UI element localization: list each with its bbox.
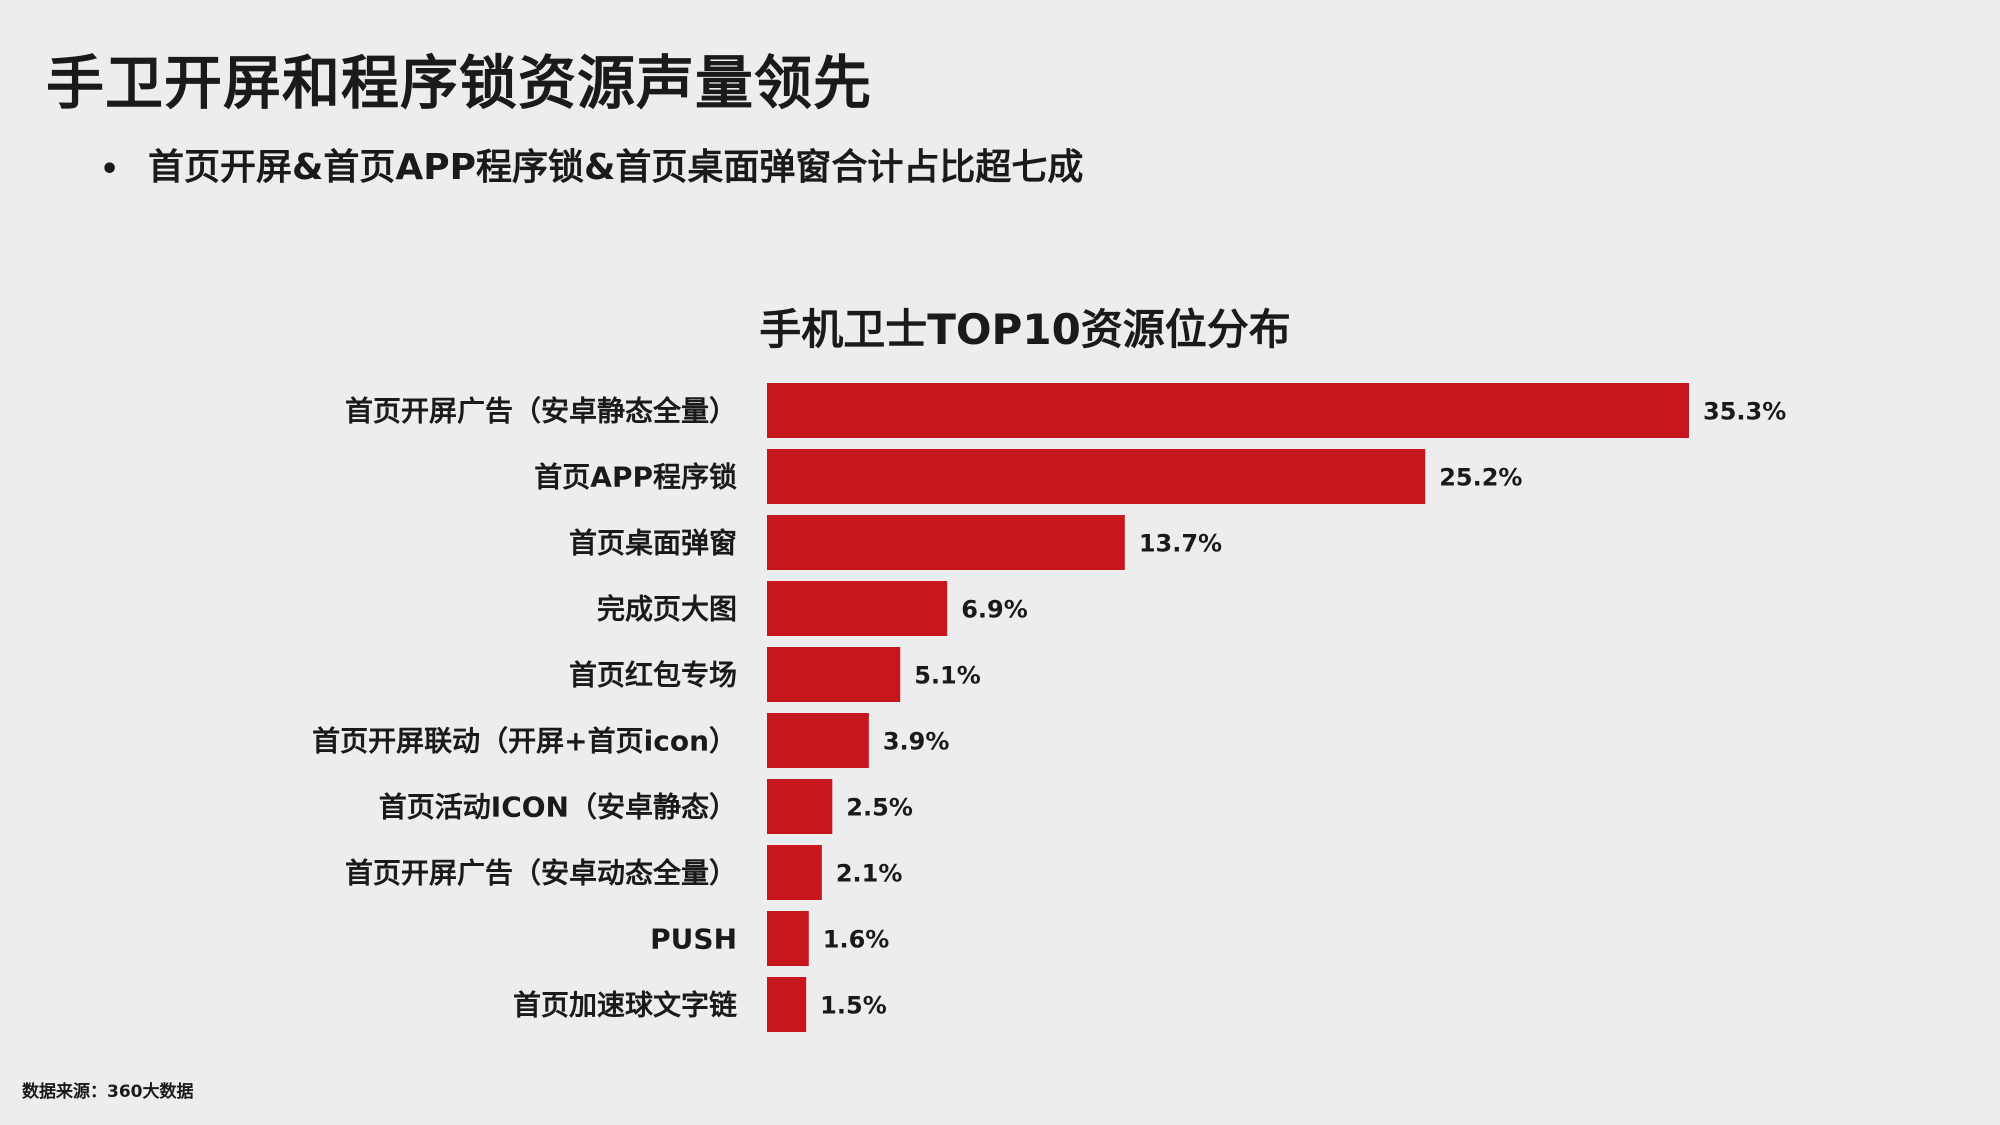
source-note: 数据来源：360大数据 bbox=[22, 1082, 194, 1102]
value-label: 1.5% bbox=[820, 992, 887, 1020]
bullet-text: 首页开屏&首页APP程序锁&首页桌面弹窗合计占比超七成 bbox=[148, 147, 1084, 188]
category-label: 首页活动ICON（安卓静态） bbox=[379, 791, 737, 824]
value-label: 1.6% bbox=[823, 926, 890, 954]
bullet-dot-icon: • bbox=[100, 151, 120, 187]
value-label: 35.3% bbox=[1703, 398, 1786, 426]
category-label: 首页开屏广告（安卓动态全量） bbox=[345, 857, 737, 890]
value-label: 6.9% bbox=[961, 596, 1028, 624]
category-label: 首页加速球文字链 bbox=[513, 989, 737, 1022]
category-label: 首页桌面弹窗 bbox=[569, 527, 737, 560]
chart-title: 手机卫士TOP10资源位分布 bbox=[759, 305, 1291, 354]
bar bbox=[767, 911, 809, 966]
value-label: 3.9% bbox=[883, 728, 950, 756]
bar bbox=[767, 713, 869, 768]
bar bbox=[767, 515, 1125, 570]
bar bbox=[767, 647, 901, 702]
category-label: 首页开屏联动（开屏+首页icon） bbox=[312, 725, 737, 758]
value-label: 2.1% bbox=[836, 860, 903, 888]
page-title: 手卫开屏和程序锁资源声量领先 bbox=[46, 49, 873, 117]
value-label: 13.7% bbox=[1139, 530, 1222, 558]
bar-chart: 首页开屏广告（安卓静态全量） 35.3% 首页APP程序锁 25.2% 首页桌面弹窗 13… bbox=[312, 383, 1786, 1032]
bar bbox=[767, 383, 1689, 438]
bar bbox=[767, 581, 948, 636]
bar bbox=[767, 449, 1426, 504]
value-label: 5.1% bbox=[914, 662, 981, 690]
category-label: 首页开屏广告（安卓静态全量） bbox=[345, 395, 737, 428]
category-label: 首页红包专场 bbox=[569, 659, 737, 692]
bullet-point: • 首页开屏&首页APP程序锁&首页桌面弹窗合计占比超七成 bbox=[100, 138, 1083, 190]
bar bbox=[767, 977, 807, 1032]
bar bbox=[767, 845, 822, 900]
bar bbox=[767, 779, 833, 834]
category-label: 完成页大图 bbox=[597, 593, 737, 626]
category-label: PUSH bbox=[650, 923, 737, 956]
value-label: 2.5% bbox=[846, 794, 913, 822]
category-label: 首页APP程序锁 bbox=[534, 461, 737, 494]
value-label: 25.2% bbox=[1439, 464, 1522, 492]
